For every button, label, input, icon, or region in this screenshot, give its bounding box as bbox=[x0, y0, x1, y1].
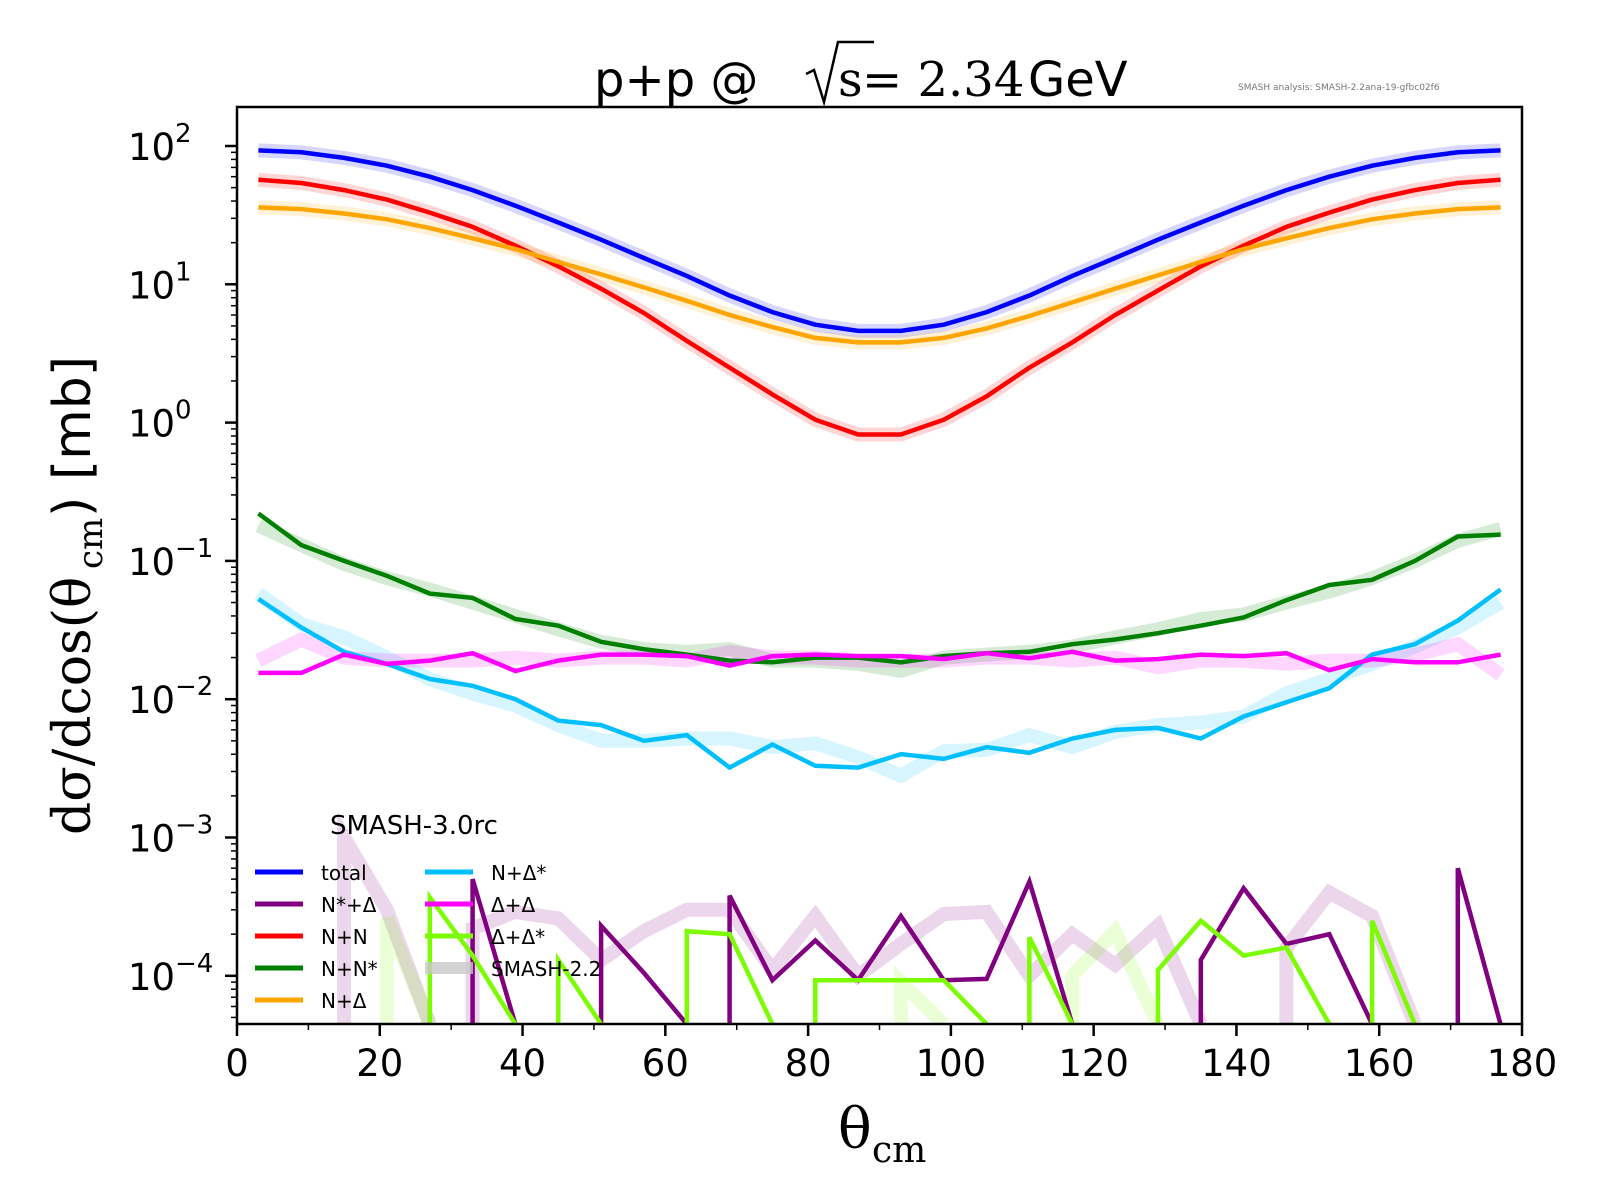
y-tick-label-exp: 2 bbox=[175, 119, 192, 149]
main-series-group bbox=[257, 148, 1503, 1024]
legend-label-n-nstar: N+N* bbox=[321, 957, 378, 981]
y-tick-label-exp: −2 bbox=[175, 672, 213, 702]
series-line-delta-delta bbox=[258, 649, 1501, 676]
series-ref-n-delta bbox=[258, 200, 1501, 350]
x-axis: 0 20 40 60 80 100 120 140 160 180 bbox=[225, 1024, 1557, 1085]
title-sqrt-arg: s bbox=[838, 52, 863, 108]
x-tick-label: 180 bbox=[1487, 1042, 1558, 1085]
x-axis-label-sub: cm bbox=[872, 1130, 926, 1171]
x-tick-label: 0 bbox=[225, 1042, 249, 1085]
y-tick-label-base: 10 bbox=[128, 403, 175, 446]
series-ref-n-deltastar bbox=[254, 587, 1505, 784]
legend-label-delta-deltastar: Δ+Δ* bbox=[491, 925, 545, 949]
y-tick-label-base: 10 bbox=[128, 126, 175, 169]
x-tick-label: 120 bbox=[1058, 1042, 1129, 1085]
legend: SMASH-3.0rc total N*+Δ N+N N+N* N+Δ N+Δ* Δ+Δ Δ+… bbox=[255, 811, 601, 1013]
y-tick-label-base: 10 bbox=[128, 956, 175, 999]
title-prefix: p+p @ bbox=[594, 52, 758, 108]
x-axis-label: θ cm bbox=[838, 1097, 926, 1171]
y-tick-label-exp: −1 bbox=[175, 534, 213, 564]
series-line-n-n bbox=[258, 177, 1501, 437]
series-line-total bbox=[258, 148, 1501, 334]
y-tick-label-base: 10 bbox=[128, 818, 175, 861]
legend-label-n-delta: N+Δ bbox=[321, 989, 367, 1013]
x-tick-label: 40 bbox=[499, 1042, 546, 1085]
legend-label-nstar-delta: N*+Δ bbox=[321, 893, 377, 917]
y-axis-label-main: dσ/dcos(θ bbox=[43, 577, 103, 835]
series-line-nstar-delta bbox=[470, 867, 1503, 1024]
series-line-delta-deltastar bbox=[427, 890, 1417, 1024]
y-tick-label-exp: −3 bbox=[175, 811, 213, 841]
x-tick-label: 100 bbox=[916, 1042, 987, 1085]
reference-series-group bbox=[254, 143, 1505, 1024]
title-equals: = 2.34 bbox=[862, 52, 1024, 108]
legend-title: SMASH-3.0rc bbox=[330, 811, 498, 841]
y-tick-label-exp: 1 bbox=[175, 257, 192, 287]
y-tick-label-exp: 0 bbox=[175, 396, 192, 426]
x-tick-label: 60 bbox=[642, 1042, 689, 1085]
series-ref-total bbox=[258, 143, 1501, 338]
legend-label-smash-22: SMASH-2.2 bbox=[491, 957, 601, 981]
title-unit: GeV bbox=[1028, 52, 1128, 108]
legend-label-delta-delta: Δ+Δ bbox=[491, 893, 535, 917]
y-axis-label-sub: cm bbox=[71, 518, 111, 569]
sqrt-symbol bbox=[805, 40, 874, 107]
legend-label-total: total bbox=[321, 861, 367, 885]
legend-label-n-n: N+N bbox=[321, 925, 368, 949]
legend-label-n-deltastar: N+Δ* bbox=[491, 861, 546, 885]
series-line-n-deltastar bbox=[257, 587, 1502, 771]
x-tick-label: 20 bbox=[356, 1042, 403, 1085]
y-tick-label-base: 10 bbox=[128, 264, 175, 307]
series-ref-n-nstar bbox=[255, 519, 1503, 679]
chart-title: p+p @ s = 2.34 GeV bbox=[594, 40, 1128, 108]
x-tick-label: 160 bbox=[1344, 1042, 1415, 1085]
y-axis-label: dσ/dcos(θ cm ) [mb] bbox=[43, 356, 111, 835]
x-tick-label: 80 bbox=[785, 1042, 832, 1085]
y-tick-label-exp: −4 bbox=[175, 949, 213, 979]
y-axis-label-tail: ) [mb] bbox=[43, 356, 103, 517]
x-axis-label-main: θ bbox=[838, 1097, 872, 1162]
series-line-n-delta bbox=[258, 205, 1501, 345]
series-line-n-nstar bbox=[257, 511, 1501, 665]
x-tick-label: 140 bbox=[1201, 1042, 1272, 1085]
y-tick-label-base: 10 bbox=[128, 679, 175, 722]
version-annotation: SMASH analysis: SMASH-2.2ana-19-gfbc02f6 bbox=[1238, 83, 1440, 93]
y-tick-label-base: 10 bbox=[128, 541, 175, 584]
